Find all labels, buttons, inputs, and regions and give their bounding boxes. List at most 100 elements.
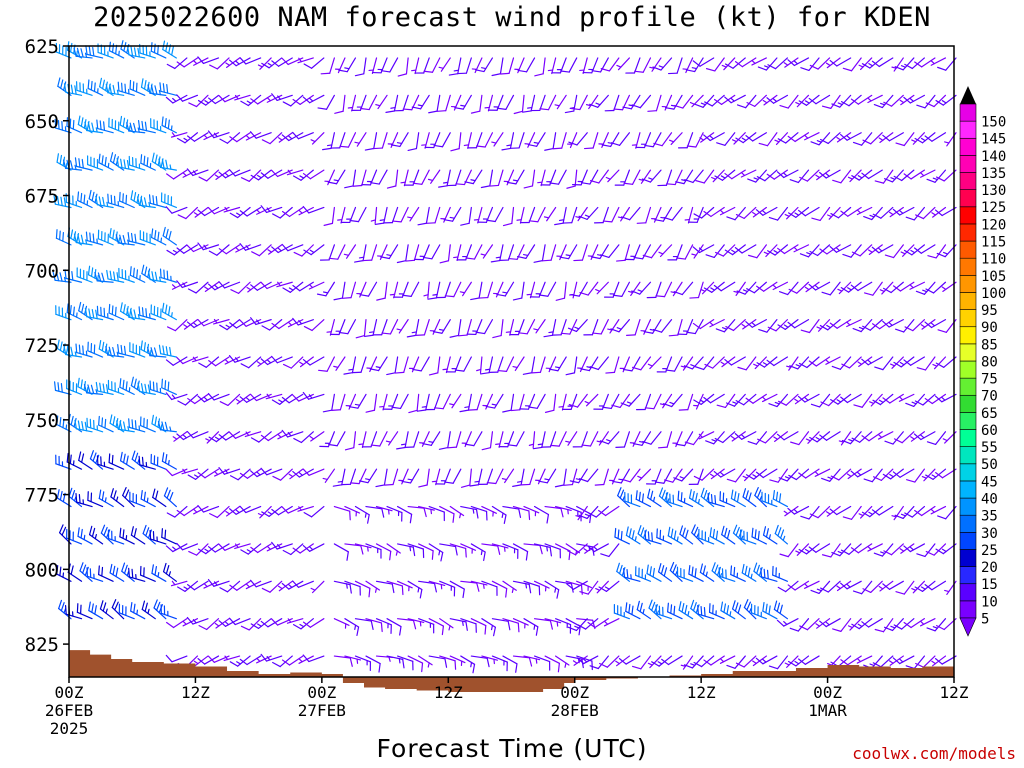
wind-barb: [914, 393, 936, 406]
wind-barb: [310, 580, 325, 594]
wind-barb: [418, 505, 435, 515]
wind-barb: [140, 154, 156, 171]
wind-barb: [328, 244, 346, 260]
wind-barb: [302, 391, 325, 400]
wind-barb: [425, 206, 441, 224]
wind-barb: [647, 94, 662, 112]
wind-barb: [808, 356, 831, 367]
wind-barb: [372, 319, 388, 336]
wind-barb: [77, 527, 93, 545]
wind-barb: [260, 205, 283, 214]
wind-barb: [688, 468, 704, 485]
wind-barb: [661, 655, 683, 666]
wind-barb: [819, 618, 841, 628]
wind-barb: [683, 356, 704, 370]
wind-barb: [389, 281, 399, 299]
wind-barb: [871, 244, 894, 254]
wind-barb: [240, 618, 262, 631]
wind-barb: [636, 206, 652, 224]
wind-barb: [428, 356, 441, 376]
wind-barb: [256, 655, 272, 664]
wind-barb: [588, 505, 609, 518]
wind-barb: [297, 505, 314, 512]
wind-barb: [784, 655, 799, 668]
wind-barb: [565, 618, 581, 636]
wind-barb: [281, 57, 304, 66]
wind-barb: [152, 488, 167, 508]
colorbar-label: 95: [981, 303, 998, 319]
wind-barb: [692, 319, 715, 330]
wind-barb: [344, 543, 364, 555]
wind-barb: [271, 319, 293, 330]
wind-barb: [106, 269, 125, 283]
wind-barb: [735, 206, 757, 220]
wind-barb: [892, 206, 915, 216]
wind-barb: [829, 57, 852, 67]
wind-barb: [302, 356, 325, 366]
wind-barb: [903, 543, 925, 553]
wind-barb: [893, 431, 915, 444]
wind-barb: [496, 281, 515, 297]
colorbar-label: 110: [981, 252, 1006, 268]
wind-barb: [386, 543, 401, 556]
colorbar-label: 25: [981, 543, 998, 559]
wind-barb: [176, 542, 199, 551]
wind-barb: [393, 94, 409, 112]
wind-barb: [131, 450, 146, 470]
wind-barb: [618, 655, 641, 665]
wind-barb: [158, 158, 177, 171]
wind-barb: [56, 415, 72, 433]
wind-barb: [209, 57, 230, 70]
wind-barb: [127, 232, 146, 246]
wind-barb: [373, 132, 388, 150]
wind-barb: [809, 505, 831, 519]
wind-barb: [757, 431, 778, 444]
wind-barb: [589, 169, 609, 184]
wind-barb: [829, 244, 852, 253]
wind-barb: [165, 356, 188, 366]
wind-barb: [459, 393, 472, 413]
wind-barb: [611, 393, 630, 409]
wind-barb: [632, 356, 652, 371]
wind-barb: [867, 94, 883, 104]
wind-barb: [162, 40, 177, 59]
colorbar-bottom-arrow: [959, 617, 977, 637]
credit-link[interactable]: coolwx.com/models: [852, 744, 1016, 763]
wind-barb: [404, 431, 420, 448]
wind-barb: [777, 580, 799, 593]
wind-barb: [396, 319, 409, 334]
wind-barb: [711, 169, 725, 183]
wind-barb: [693, 393, 715, 405]
wind-barb: [397, 580, 413, 592]
wind-barb: [814, 468, 831, 477]
wind-barb: [851, 169, 873, 181]
wind-barb: [930, 57, 947, 66]
wind-barb: [85, 45, 104, 59]
wind-barb: [354, 57, 367, 77]
wind-barb: [492, 319, 504, 339]
wind-barb: [453, 244, 462, 262]
wind-barb: [293, 431, 314, 444]
wind-barb: [475, 319, 494, 335]
wind-barb: [594, 468, 609, 486]
wind-barb: [422, 244, 441, 260]
wind-barb: [788, 281, 810, 294]
wind-barb: [245, 132, 262, 141]
wind-barb: [516, 206, 525, 224]
wind-barb: [74, 157, 93, 171]
wind-barb: [341, 468, 357, 486]
wind-barb: [647, 356, 662, 370]
wind-barb: [852, 580, 873, 595]
wind-barb: [534, 57, 546, 77]
wind-barb: [925, 94, 947, 108]
wind-barb: [862, 319, 883, 331]
wind-barb: [188, 94, 209, 108]
wind-barb: [376, 281, 388, 301]
wind-barb: [491, 57, 504, 77]
wind-barb: [213, 468, 230, 477]
wind-barb: [811, 206, 831, 222]
wind-barb: [718, 567, 736, 582]
wind-barb: [330, 132, 346, 149]
wind-barb: [776, 618, 799, 627]
wind-barb: [397, 655, 414, 671]
